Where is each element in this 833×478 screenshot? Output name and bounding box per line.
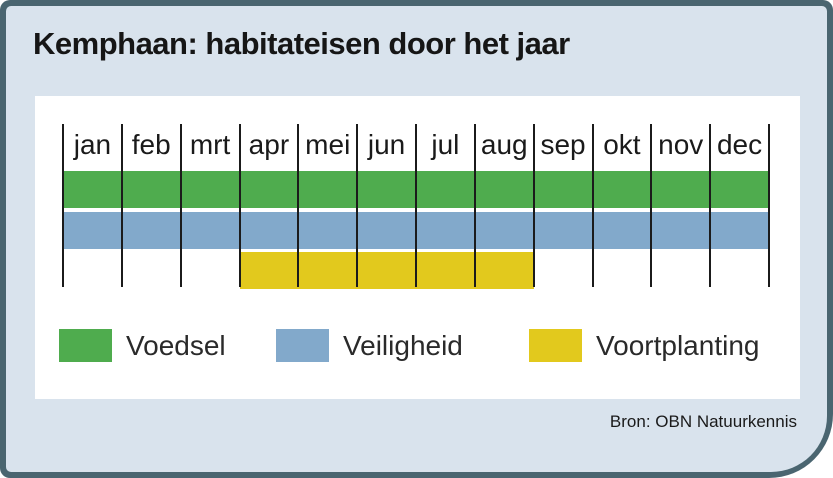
month-gridline: [356, 124, 359, 287]
month-gridline: [473, 124, 476, 287]
month-label-sep: sep: [540, 128, 586, 160]
month-label-jun: jun: [367, 128, 406, 160]
legend-swatch-voortplanting: [529, 329, 582, 362]
month-labels: jan feb mrt apr mei jun jul aug sep okt nov dec: [63, 124, 769, 171]
month-gridline: [591, 124, 594, 287]
month-gridline: [768, 124, 770, 287]
month-label-nov: nov: [658, 128, 704, 160]
month-label-aug: aug: [480, 128, 528, 160]
chart-grid: jan feb mrt apr mei jun jul aug sep okt nov dec: [62, 124, 770, 289]
month-label-dec: dec: [716, 128, 763, 160]
legend-swatch-voedsel: [59, 329, 112, 362]
month-gridline: [62, 124, 64, 287]
month-label-feb: feb: [131, 128, 171, 160]
chart-card: jan feb mrt apr mei jun jul aug sep okt nov dec Voe…: [35, 96, 800, 399]
month-gridline: [238, 124, 241, 287]
legend-swatch-veiligheid: [276, 329, 329, 362]
page-title: Kemphaan: habitateisen door het jaar: [33, 26, 570, 61]
month-label-mei: mei: [305, 128, 351, 160]
panel: Kemphaan: habitateisen door het jaar jan…: [6, 6, 827, 472]
month-gridline: [709, 124, 712, 287]
month-gridline: [415, 124, 417, 287]
month-gridline: [532, 124, 535, 287]
month-label-apr: apr: [248, 128, 290, 160]
month-label-mrt: mrt: [189, 128, 231, 160]
legend-item-veiligheid: Veiligheid: [276, 329, 463, 362]
month-gridline: [120, 124, 123, 287]
month-gridline: [179, 124, 182, 287]
month-label-okt: okt: [603, 128, 641, 160]
source-note: Bron: OBN Natuurkennis: [609, 412, 797, 431]
legend-label-voedsel: Voedsel: [126, 329, 226, 361]
legend-label-veiligheid: Veiligheid: [343, 329, 463, 361]
grid-lines: [62, 124, 770, 287]
legend-item-voedsel: Voedsel: [59, 329, 226, 362]
month-gridline: [650, 124, 653, 287]
legend-item-voortplanting: Voortplanting: [529, 329, 759, 362]
month-gridline: [297, 124, 300, 287]
legend-label-voortplanting: Voortplanting: [596, 329, 760, 361]
bar-voortplanting: [239, 252, 534, 289]
month-label-jul: jul: [431, 128, 460, 160]
month-label-jan: jan: [73, 128, 112, 160]
